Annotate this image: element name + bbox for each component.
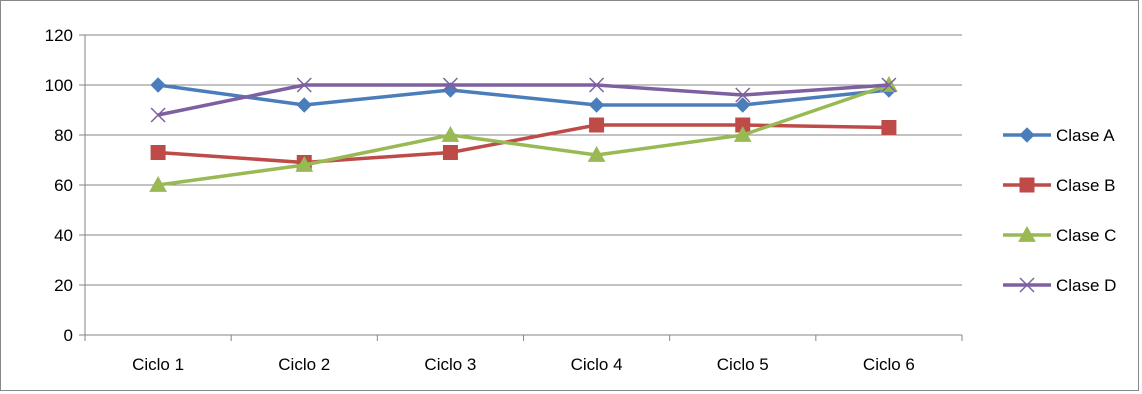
x-tick-label: Ciclo 2 <box>278 355 330 374</box>
data-point-clase-d <box>589 77 605 93</box>
data-point-clase-c <box>733 125 752 142</box>
x-tick-label: Ciclo 5 <box>717 355 769 374</box>
y-tick-label: 0 <box>64 326 73 345</box>
y-tick-label: 120 <box>45 26 73 45</box>
data-point-clase-b <box>589 117 605 133</box>
legend-label: Clase B <box>1056 176 1116 195</box>
y-tick-label: 60 <box>54 176 73 195</box>
data-point-clase-d <box>442 77 458 93</box>
series-line-clase-c <box>157 83 890 187</box>
series-clase-c <box>149 75 898 192</box>
legend-label: Clase A <box>1056 126 1115 145</box>
data-point-clase-b <box>881 120 897 135</box>
legend-label: Clase C <box>1056 226 1116 245</box>
y-tick-label: 40 <box>54 226 73 245</box>
data-point-clase-c <box>587 145 606 162</box>
data-point-clase-b <box>442 145 458 160</box>
series-line-clase-a <box>157 83 890 107</box>
data-point-clase-a <box>150 77 166 93</box>
data-point-clase-c <box>441 125 460 142</box>
legend-item-clase-b: Clase B <box>1003 176 1116 195</box>
x-tick-label: Ciclo 6 <box>863 355 915 374</box>
legend: Clase A Clase B Clase C Clase D <box>1003 126 1116 295</box>
legend-item-clase-c: Clase C <box>1003 225 1116 245</box>
y-tick-label: 100 <box>45 76 73 95</box>
data-point-clase-d <box>150 107 166 123</box>
data-point-clase-d <box>296 77 312 93</box>
data-point-clase-c <box>149 175 167 192</box>
data-point-clase-c <box>295 155 314 172</box>
legend-item-clase-a: Clase A <box>1003 126 1115 145</box>
data-point-clase-b <box>150 145 166 160</box>
x-tick-label: Ciclo 3 <box>424 355 476 374</box>
legend-label: Clase D <box>1056 276 1116 295</box>
series-clase-d <box>150 77 897 123</box>
data-point-clase-a <box>296 97 312 113</box>
legend-marker-clase-a <box>1019 127 1035 143</box>
data-point-clase-d <box>735 87 751 103</box>
x-tick-label: Ciclo 1 <box>132 355 184 374</box>
legend-item-clase-d: Clase D <box>1003 276 1116 295</box>
y-tick-label: 20 <box>54 276 73 295</box>
gridlines <box>85 34 962 286</box>
legend-marker-clase-b <box>1019 177 1035 193</box>
series-line-clase-d <box>157 83 890 117</box>
legend-marker-clase-c <box>1018 225 1036 242</box>
series-lines <box>149 75 898 192</box>
x-tick-label: Ciclo 4 <box>571 355 623 374</box>
data-point-clase-a <box>588 97 605 113</box>
legend-marker-clase-d <box>1019 277 1035 293</box>
axes: 0 20 40 60 80 100 120 Ciclo 1 Ciclo 2 Ciclo 3 Cicl… <box>45 26 963 374</box>
y-tick-label: 80 <box>54 126 73 145</box>
data-point-clase-a <box>735 97 751 113</box>
data-point-clase-d <box>881 77 897 93</box>
